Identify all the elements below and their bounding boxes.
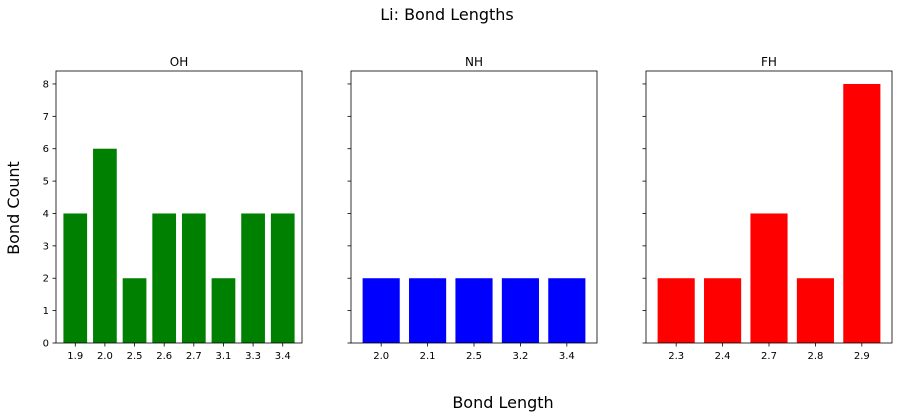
x-tick-label: 2.7: [186, 351, 202, 362]
bar-oh-3.3: [241, 213, 265, 343]
x-tick-label: 2.5: [466, 351, 482, 362]
axes-frame: [55, 70, 303, 344]
panel-fh: FH 2.3 2.4 2.7 2.8 2.9: [642, 55, 893, 362]
bar-oh-3.4: [270, 213, 295, 343]
x-tick-label: 2.5: [127, 351, 143, 362]
bar-oh-2.7: [181, 213, 206, 343]
bar-nh-2.0: [362, 278, 400, 343]
x-tick-label: 3.3: [245, 351, 261, 362]
panel-oh: OH 1.9 2.0 2.5 2.6 2.7 3.1 3.3 3.4 0 1 2 3 4 5 6 7 8: [43, 55, 303, 362]
x-tick-label: 2.9: [854, 351, 870, 362]
bar-fh-2.7: [750, 213, 788, 343]
x-axis-label: Bond Length: [452, 393, 553, 412]
panel-title: NH: [465, 55, 483, 69]
y-tick-label: 7: [43, 112, 49, 123]
bar-oh-2.0: [93, 148, 117, 343]
x-tick-label: 2.7: [761, 351, 777, 362]
bar-oh-3.1: [211, 278, 236, 343]
panel-title: FH: [761, 55, 777, 69]
bar-nh-2.1: [409, 278, 447, 343]
bar-fh-2.4: [704, 278, 742, 343]
y-tick-label: 6: [43, 144, 49, 155]
axes-frame: [645, 70, 893, 344]
x-tick-label: 2.1: [420, 351, 436, 362]
panel-nh: NH 2.0 2.1 2.5 3.2 3.4: [347, 55, 598, 362]
x-tick-label: 2.6: [156, 351, 172, 362]
x-tick-label: 3.4: [559, 351, 575, 362]
bar-nh-3.2: [501, 278, 539, 343]
bar-fh-2.8: [796, 278, 834, 343]
y-tick-label: 2: [43, 274, 49, 285]
x-tick-label: 2.0: [373, 351, 389, 362]
bar-nh-2.5: [455, 278, 493, 343]
chart-title: Li: Bond Lengths: [380, 5, 514, 24]
y-tick-label: 1: [43, 306, 49, 317]
x-tick-label: 3.4: [275, 351, 291, 362]
bar-oh-2.5: [122, 278, 147, 343]
bar-oh-1.9: [63, 213, 88, 343]
bar-nh-3.4: [548, 278, 586, 343]
y-tick-label: 4: [43, 209, 49, 220]
x-tick-label: 1.9: [67, 351, 83, 362]
panel-title: OH: [170, 55, 188, 69]
y-tick-label: 3: [43, 241, 49, 252]
axes-frame: [350, 70, 598, 344]
x-tick-label: 2.4: [715, 351, 731, 362]
y-tick-label: 0: [43, 339, 49, 350]
x-tick-label: 2.0: [97, 351, 113, 362]
x-tick-label: 3.1: [216, 351, 232, 362]
y-tick-label: 8: [43, 79, 49, 90]
x-tick-label: 3.2: [512, 351, 528, 362]
bar-fh-2.9: [843, 83, 881, 343]
y-tick-label: 5: [43, 177, 49, 188]
panels: OH 1.9 2.0 2.5 2.6 2.7 3.1 3.3 3.4 0 1 2 3 4 5 6 7 8 NH 2.0…: [43, 55, 893, 362]
x-tick-label: 2.3: [668, 351, 684, 362]
bar-oh-2.6: [152, 213, 177, 343]
x-tick-label: 2.8: [807, 351, 823, 362]
y-axis-label: Bond Count: [4, 161, 23, 255]
bar-fh-2.3: [657, 278, 695, 343]
